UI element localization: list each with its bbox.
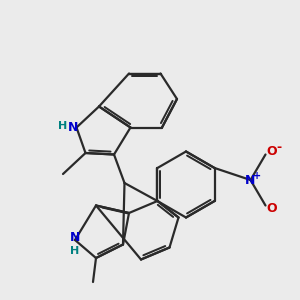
Text: H: H <box>70 246 80 256</box>
Text: +: + <box>253 171 261 182</box>
Text: N: N <box>70 231 80 244</box>
Text: N: N <box>68 121 79 134</box>
Text: -: - <box>276 141 282 154</box>
Text: O: O <box>266 145 277 158</box>
Text: N: N <box>245 173 256 187</box>
Text: O: O <box>266 202 277 215</box>
Text: H: H <box>58 121 68 131</box>
